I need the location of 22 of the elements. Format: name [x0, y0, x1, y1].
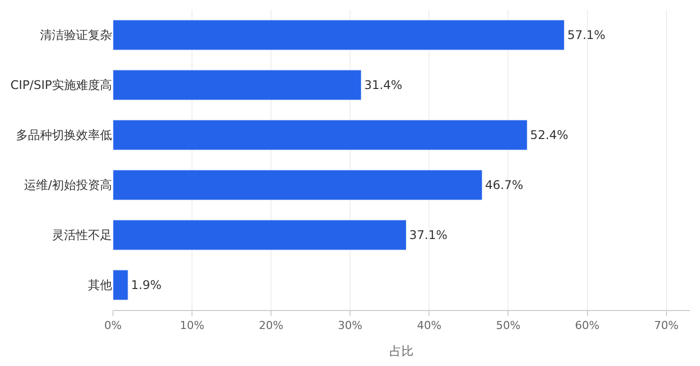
- data-label: 31.4%: [364, 78, 402, 92]
- y-tick-label: 运维/初始投资高: [24, 178, 112, 192]
- y-tick-label: 清洁验证复杂: [40, 28, 112, 42]
- x-tick-label: 30%: [338, 319, 362, 332]
- x-tick-label: 60%: [575, 319, 600, 332]
- data-label: 46.7%: [485, 178, 524, 192]
- data-label: 37.1%: [409, 228, 448, 242]
- y-tick-label: 多品种切换效率低: [16, 128, 112, 142]
- x-tick-label: 70%: [654, 319, 679, 332]
- x-tick-label: 0%: [104, 319, 122, 332]
- y-tick-label: 其他: [88, 278, 112, 292]
- y-tick-label: 灵活性不足: [52, 228, 112, 242]
- y-tick-label: CIP/SIP实施难度高: [10, 78, 112, 92]
- x-tick-label: 10%: [180, 319, 204, 332]
- x-tick-label: 40%: [416, 319, 442, 332]
- x-tick-label: 20%: [258, 319, 284, 332]
- x-tick-label: 50%: [496, 319, 520, 332]
- data-label: 57.1%: [567, 28, 606, 42]
- data-label: 52.4%: [530, 128, 568, 142]
- x-axis-title: 占比: [390, 344, 414, 358]
- data-label: 1.9%: [131, 278, 162, 292]
- bar: [113, 270, 128, 300]
